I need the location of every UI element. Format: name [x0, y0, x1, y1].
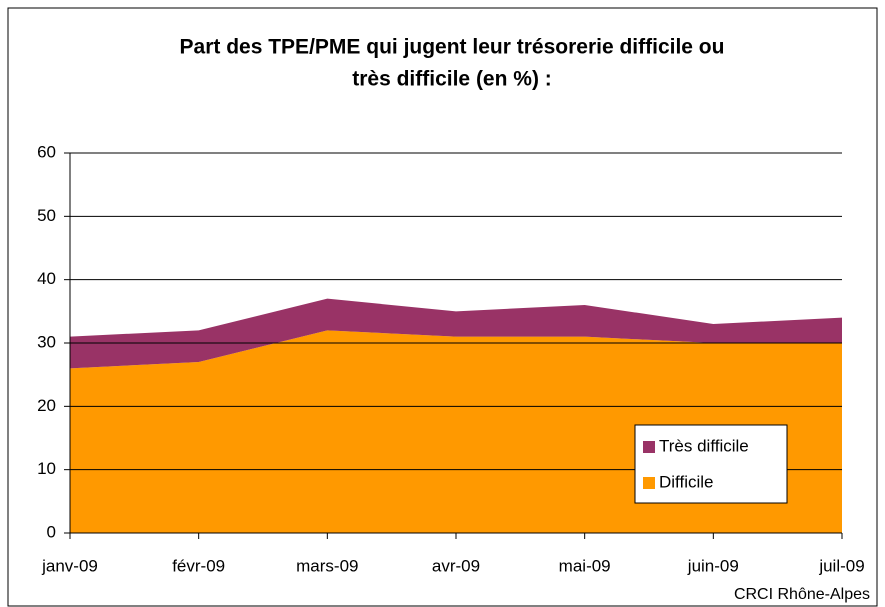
legend-label: Très difficile — [659, 436, 749, 455]
y-tick-label: 40 — [37, 269, 56, 288]
x-tick-label: janv-09 — [41, 556, 98, 575]
y-tick-label: 20 — [37, 396, 56, 415]
x-tick-label: avr-09 — [432, 556, 480, 575]
area — [70, 298, 842, 369]
source: CRCI Rhône-Alpes — [734, 586, 870, 603]
x-tick-label: mars-09 — [296, 556, 358, 575]
legend-label: Difficile — [659, 472, 713, 491]
legend-box — [634, 424, 788, 504]
chart-title: Part des TPE/PME qui jugent leur trésore… — [180, 36, 725, 59]
y-tick-label: 0 — [47, 522, 56, 541]
chart-title: très difficile (en %) : — [352, 68, 552, 91]
legend: Très difficile Difficile — [634, 424, 788, 504]
x-tick-label: mai-09 — [559, 556, 611, 575]
legend-swatch — [643, 441, 655, 453]
legend-swatch — [643, 477, 655, 489]
y-tick-label: 30 — [37, 332, 56, 351]
x-tick-label: juin-09 — [687, 556, 739, 575]
y-tick-label: 50 — [37, 206, 56, 225]
x-tick-label: févr-09 — [172, 556, 225, 575]
x-tick-label: juil-09 — [818, 556, 864, 575]
y-tick-label: 10 — [37, 459, 56, 478]
y-tick-label: 60 — [37, 142, 56, 161]
